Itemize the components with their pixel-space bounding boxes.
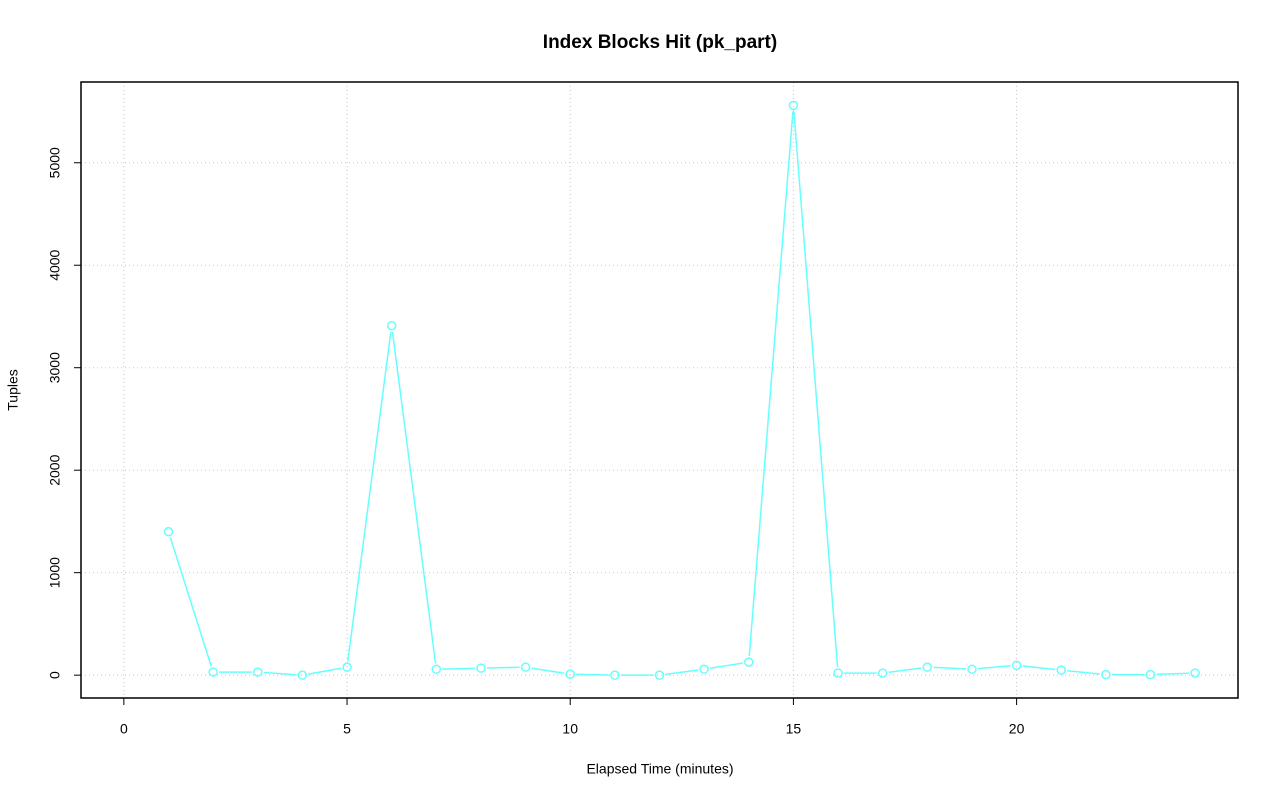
line-segment — [263, 671, 297, 676]
data-point — [744, 657, 754, 667]
data-point — [431, 664, 442, 674]
data-point — [1190, 668, 1200, 678]
x-tick-label: 20 — [1009, 721, 1025, 737]
data-point — [297, 670, 308, 680]
data-point — [386, 320, 397, 331]
y-tick-label: 4000 — [47, 249, 63, 280]
data-point — [610, 670, 620, 680]
y-tick-label: 3000 — [47, 352, 63, 383]
y-tick-label: 5000 — [47, 147, 63, 178]
line-segment — [308, 667, 342, 675]
data-point — [253, 667, 263, 677]
line-segment — [888, 667, 922, 674]
data-point — [1101, 669, 1111, 680]
data-point — [520, 662, 531, 672]
line-segment — [576, 673, 609, 676]
line-segment — [793, 111, 839, 668]
line-segment — [1022, 665, 1056, 671]
line-segment — [1067, 669, 1100, 675]
line-segment — [709, 662, 743, 670]
data-point — [833, 668, 843, 678]
x-tick-label: 5 — [343, 721, 351, 737]
data-point — [163, 526, 174, 537]
line-segment — [347, 331, 392, 662]
x-axis-label: Elapsed Time (minutes) — [586, 761, 733, 777]
y-tick-label: 0 — [47, 671, 63, 679]
data-point — [1056, 665, 1066, 675]
data-point — [654, 670, 665, 680]
line-segment — [933, 666, 967, 670]
x-tick-label: 15 — [786, 721, 802, 737]
y-tick-label: 1000 — [47, 557, 63, 588]
chart-title: Index Blocks Hit (pk_part) — [543, 32, 777, 53]
line-segment — [977, 664, 1011, 670]
data-point — [1011, 660, 1022, 670]
data-point — [476, 663, 486, 673]
line-segment — [531, 667, 565, 674]
x-tick-label: 10 — [562, 721, 578, 737]
line-segment — [1156, 672, 1190, 676]
data-point — [1145, 669, 1156, 680]
y-tick-label: 2000 — [47, 454, 63, 485]
line-segment — [169, 537, 213, 667]
plot-area: 0 5 10 15 20 0 1000 2000 3000 4000 5000 — [47, 82, 1238, 737]
x-tick-label: 0 — [120, 721, 128, 737]
line-segment — [665, 669, 699, 676]
line-segment — [748, 111, 794, 657]
data-point — [208, 667, 218, 677]
data-point — [922, 662, 933, 672]
line-segment — [391, 331, 437, 664]
data-point — [565, 669, 575, 679]
data-point — [788, 100, 799, 111]
data-point — [967, 664, 977, 674]
line-segment — [486, 666, 520, 669]
line-segment — [442, 667, 475, 670]
data-point — [699, 664, 709, 674]
data-point — [342, 662, 352, 672]
plot-frame — [80, 81, 1239, 699]
y-axis-label: Tuples — [5, 369, 21, 411]
data-point — [877, 668, 888, 678]
